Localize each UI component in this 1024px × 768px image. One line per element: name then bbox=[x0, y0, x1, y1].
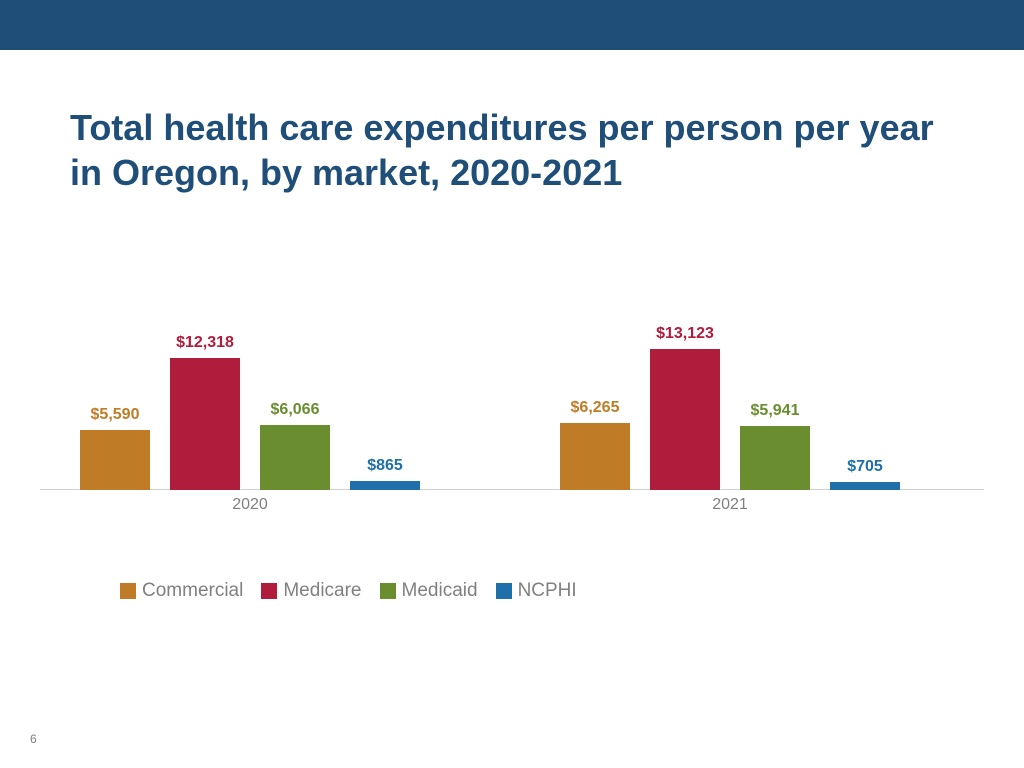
legend-swatch bbox=[380, 583, 396, 599]
bar-value-label: $865 bbox=[367, 457, 403, 475]
legend-item: NCPHI bbox=[496, 580, 577, 602]
bar-wrap: $6,066 bbox=[260, 401, 330, 490]
bar bbox=[170, 358, 240, 490]
legend-label: Medicaid bbox=[402, 580, 478, 602]
bar-wrap: $12,318 bbox=[170, 334, 240, 490]
legend-label: NCPHI bbox=[518, 580, 577, 602]
bar-value-label: $6,066 bbox=[271, 401, 320, 419]
chart-legend: Commercial Medicare Medicaid NCPHI bbox=[120, 580, 577, 602]
bar-wrap: $6,265 bbox=[560, 399, 630, 490]
legend-swatch bbox=[120, 583, 136, 599]
bar bbox=[80, 430, 150, 490]
bar-value-label: $5,590 bbox=[91, 406, 140, 424]
bar bbox=[560, 423, 630, 490]
header-bar bbox=[0, 0, 1024, 50]
bar-wrap: $705 bbox=[830, 458, 900, 490]
bar-value-label: $5,941 bbox=[751, 402, 800, 420]
legend-item: Medicare bbox=[261, 580, 361, 602]
legend-swatch bbox=[261, 583, 277, 599]
x-axis-label: 2020 bbox=[80, 496, 420, 514]
bar-group: $6,265 $13,123 $5,941 $705 bbox=[560, 325, 900, 490]
legend-item: Commercial bbox=[120, 580, 243, 602]
bar-wrap: $865 bbox=[350, 457, 420, 490]
legend-label: Commercial bbox=[142, 580, 243, 602]
bar-value-label: $13,123 bbox=[656, 325, 714, 343]
bar bbox=[350, 481, 420, 490]
bar-wrap: $5,590 bbox=[80, 406, 150, 490]
bar-wrap: $5,941 bbox=[740, 402, 810, 490]
bar-value-label: $6,265 bbox=[571, 399, 620, 417]
bar-value-label: $12,318 bbox=[176, 334, 234, 352]
bar-chart: $5,590$12,318$6,066$865$6,265$13,123$5,9… bbox=[40, 330, 984, 520]
bar-wrap: $13,123 bbox=[650, 325, 720, 490]
legend-swatch bbox=[496, 583, 512, 599]
bar bbox=[830, 482, 900, 490]
bar-group: $5,590 $12,318 $6,066 $865 bbox=[80, 334, 420, 490]
legend-label: Medicare bbox=[283, 580, 361, 602]
bar-value-label: $705 bbox=[847, 458, 883, 476]
page-title: Total health care expenditures per perso… bbox=[70, 105, 954, 195]
page-number: 6 bbox=[30, 732, 37, 746]
bar bbox=[740, 426, 810, 490]
bar bbox=[260, 425, 330, 490]
legend-item: Medicaid bbox=[380, 580, 478, 602]
x-axis-label: 2021 bbox=[560, 496, 900, 514]
bar bbox=[650, 349, 720, 490]
